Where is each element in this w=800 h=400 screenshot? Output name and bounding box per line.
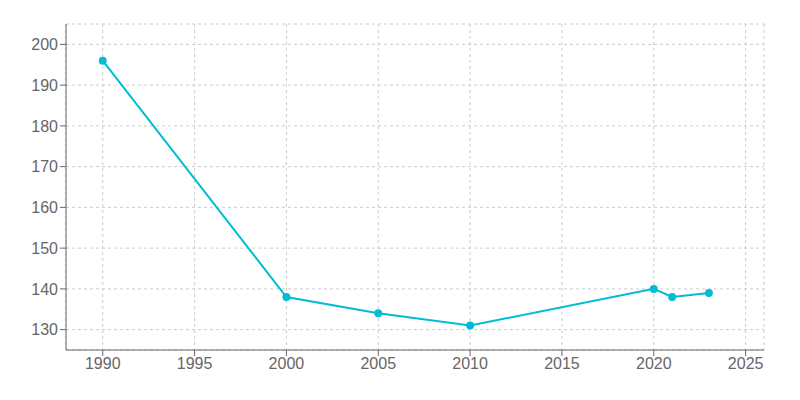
svg-text:1990: 1990	[85, 355, 121, 372]
svg-text:140: 140	[31, 281, 58, 298]
svg-text:2020: 2020	[636, 355, 672, 372]
svg-text:2000: 2000	[269, 355, 305, 372]
svg-text:2010: 2010	[452, 355, 488, 372]
svg-text:1995: 1995	[177, 355, 213, 372]
svg-text:190: 190	[31, 77, 58, 94]
svg-text:2025: 2025	[728, 355, 764, 372]
svg-text:2005: 2005	[360, 355, 396, 372]
svg-text:180: 180	[31, 118, 58, 135]
svg-text:130: 130	[31, 321, 58, 338]
svg-text:150: 150	[31, 240, 58, 257]
svg-text:170: 170	[31, 158, 58, 175]
svg-text:2015: 2015	[544, 355, 580, 372]
svg-text:200: 200	[31, 36, 58, 53]
svg-text:160: 160	[31, 199, 58, 216]
